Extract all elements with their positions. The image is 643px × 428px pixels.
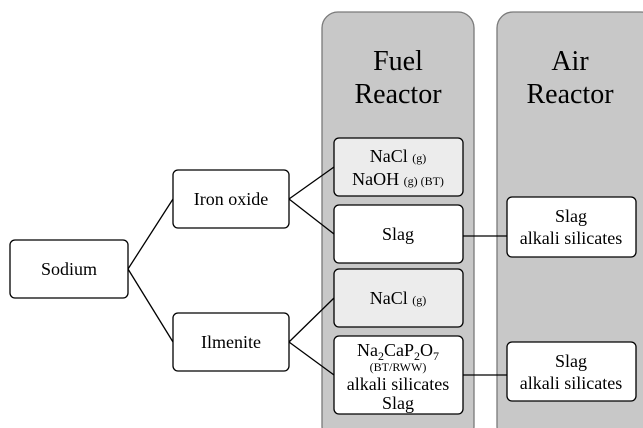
label-part: (g) — [412, 293, 426, 307]
label-part: O — [420, 340, 433, 360]
node-box — [333, 268, 464, 328]
node-label: Sodium — [41, 259, 97, 279]
connector — [288, 341, 335, 376]
label-part: NaCl — [370, 146, 408, 166]
label-part: NaCl — [370, 288, 408, 308]
connector — [288, 198, 335, 235]
connector — [288, 166, 335, 200]
label-part: 2 — [378, 349, 384, 363]
node-label: alkali silicates — [520, 228, 622, 248]
node-box — [506, 196, 637, 258]
node-label: NaCl (g) — [370, 288, 427, 308]
label-part: (g) (BT) — [404, 174, 444, 188]
node-label: Slag — [555, 206, 587, 226]
node-label: Iron oxide — [194, 189, 268, 209]
node-box — [172, 312, 290, 372]
label-part: Na — [357, 340, 378, 360]
node-label: Slag — [555, 351, 587, 371]
node-box — [506, 341, 637, 402]
column-title: Fuel — [373, 46, 423, 77]
label-part: NaOH — [352, 169, 399, 189]
node-box — [9, 239, 129, 299]
node-label: Ilmenite — [201, 332, 261, 352]
node-box — [333, 204, 464, 264]
connectors — [127, 166, 507, 376]
connector — [288, 297, 335, 343]
label-part: 2 — [414, 349, 420, 363]
column-title: Reactor — [354, 79, 442, 110]
node-label: Na2CaP2O7 — [357, 340, 439, 363]
node-label: alkali silicates — [520, 373, 622, 393]
node-label: NaOH (g) (BT) — [352, 169, 444, 189]
connector — [127, 268, 174, 343]
column-title: Reactor — [526, 79, 614, 110]
node-note: (BT/RWW) — [370, 360, 427, 374]
label-part: (g) — [412, 151, 426, 165]
node-label: Slag — [382, 224, 414, 244]
node-box — [172, 169, 290, 229]
node-label: NaCl (g) — [370, 146, 427, 166]
node-label: Slag — [382, 393, 414, 413]
node-box — [333, 335, 464, 415]
label-part: CaP — [384, 340, 414, 360]
label-part: 7 — [433, 349, 439, 363]
node-box — [333, 137, 464, 197]
column-title: Air — [551, 46, 589, 77]
node-label: alkali silicates — [347, 374, 449, 394]
connector — [127, 198, 174, 270]
